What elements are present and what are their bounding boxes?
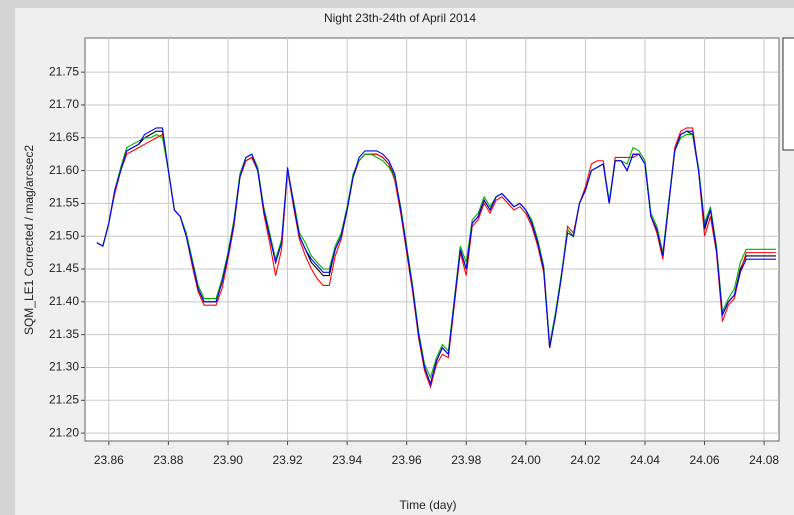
lines (96, 127, 777, 390)
legend-box (782, 37, 794, 151)
chart-title: Night 23th-24th of April 2014 (324, 11, 476, 25)
x-tick-label: 23.96 (392, 453, 422, 467)
y-tick-label: 21.50 (49, 228, 79, 242)
x-tick-label: 23.86 (94, 453, 124, 467)
y-tick-label: 21.75 (49, 64, 79, 78)
x-tick-label: 23.92 (273, 453, 303, 467)
grid (85, 38, 779, 441)
ticks: 21.20 21.25 21.30 21.35 21.40 21.45 21.50 21.55… (49, 64, 779, 467)
y-tick-label: 21.45 (49, 261, 79, 275)
x-tick-label: 23.94 (332, 453, 362, 467)
y-tick-label: 21.55 (49, 196, 79, 210)
y-tick-label: 21.25 (49, 392, 79, 406)
series-line (96, 127, 777, 386)
x-tick-label: 24.00 (511, 453, 541, 467)
y-tick-label: 21.70 (49, 97, 79, 111)
x-tick-label: 24.02 (570, 453, 600, 467)
x-tick-label: 24.04 (630, 453, 660, 467)
x-tick-label: 24.08 (749, 453, 779, 467)
y-tick-label: 21.40 (49, 294, 79, 308)
y-axis-label: SQM_LE1 Corrected / mag/arcsec2 (22, 145, 36, 335)
x-tick-label: 23.90 (213, 453, 243, 467)
y-tick-label: 21.65 (49, 130, 79, 144)
y-tick-label: 21.35 (49, 327, 79, 341)
y-tick-label: 21.30 (49, 360, 79, 374)
y-tick-label: 21.20 (49, 425, 79, 439)
x-tick-label: 24.06 (690, 453, 720, 467)
x-tick-label: 23.88 (153, 453, 183, 467)
x-tick-label: 23.98 (451, 453, 481, 467)
x-axis-label: Time (day) (400, 498, 457, 512)
y-tick-label: 21.60 (49, 163, 79, 177)
